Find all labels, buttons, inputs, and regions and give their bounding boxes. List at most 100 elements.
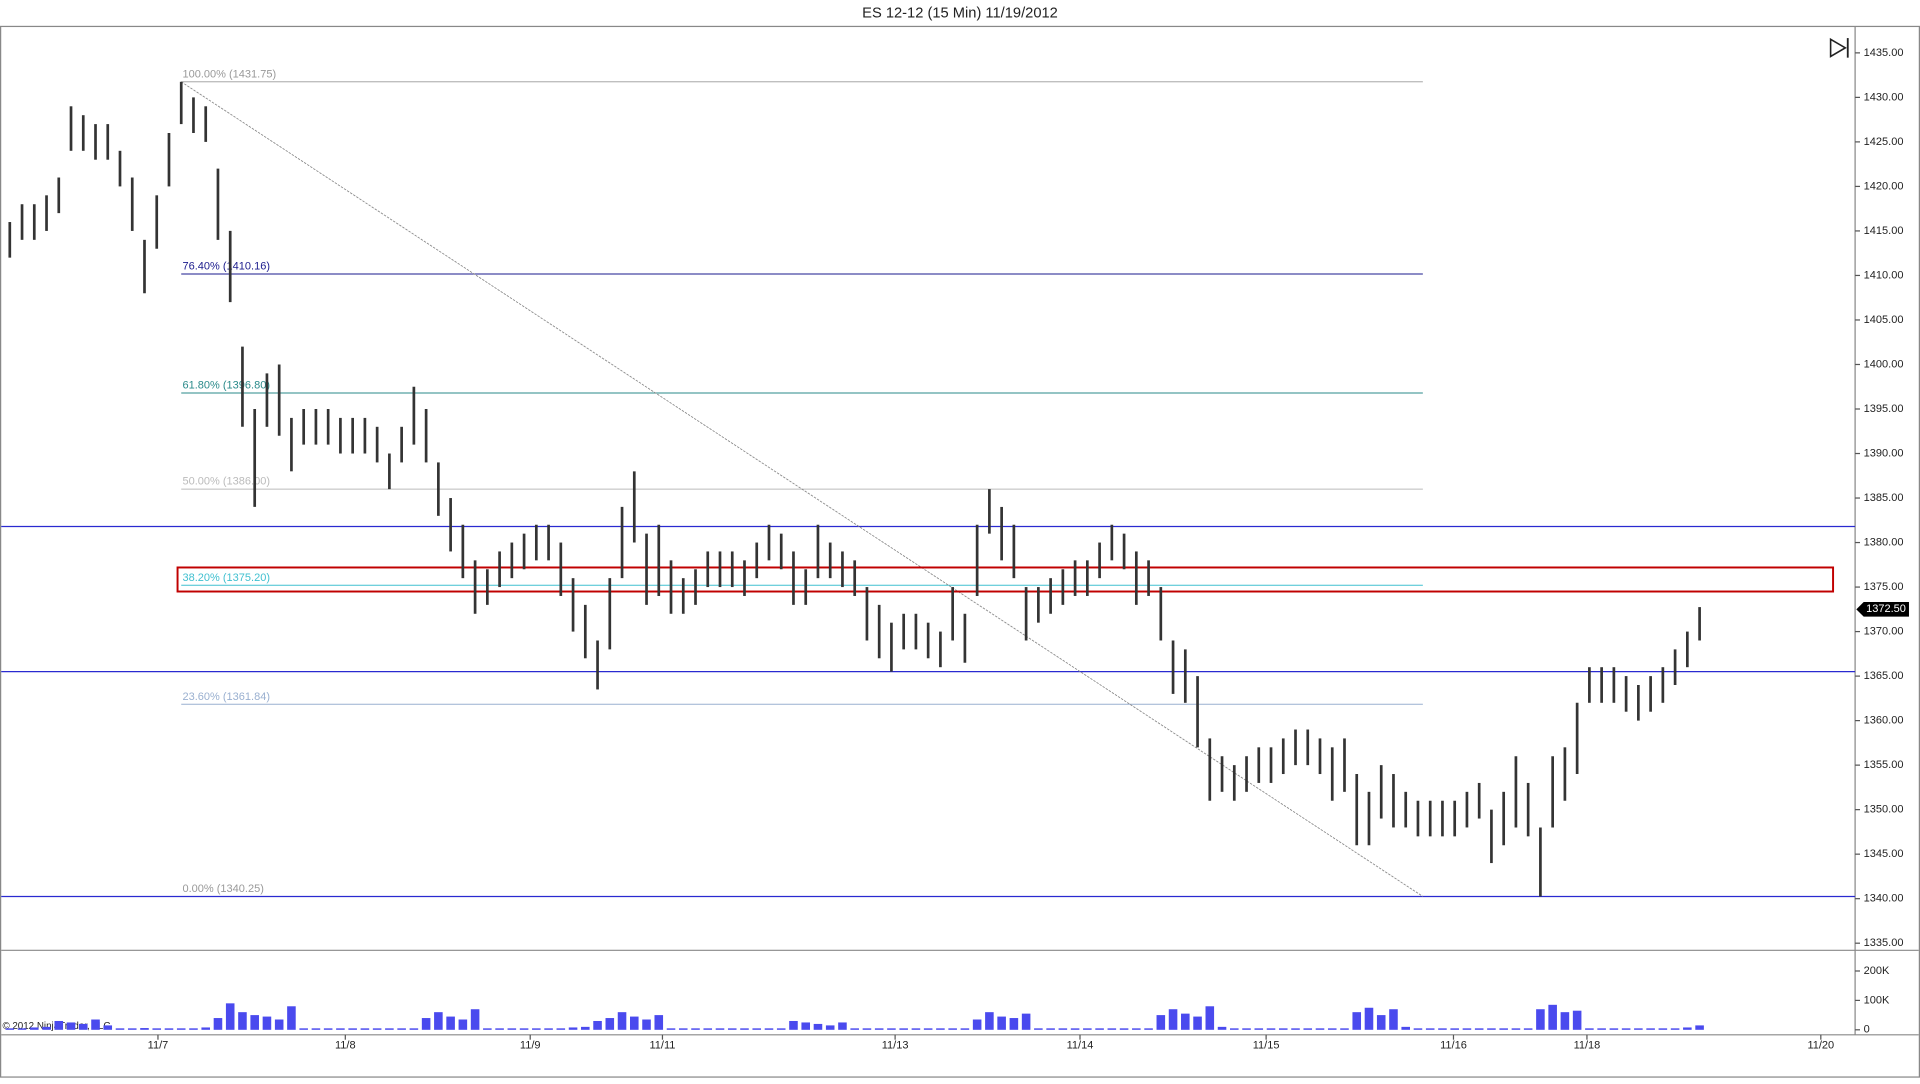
volume-bar [1352,1012,1362,1030]
zone [176,566,1835,593]
volume-bar [1034,1028,1043,1030]
last-price-marker [1856,601,1909,617]
x-tick-label: 11/20 [1807,1040,1834,1052]
volume-bar [127,1028,137,1030]
volume-bar [5,1028,15,1030]
volume-bar [1021,1013,1031,1030]
y-tick-label: 1395.00 [1864,403,1904,415]
volume-bar [1009,1018,1019,1030]
volume-bar [740,1028,749,1030]
y-tick-label: 1405.00 [1864,314,1904,326]
volume-bar [678,1028,688,1030]
volume-bar [593,1020,602,1030]
y-tick-label: 1420.00 [1864,180,1904,192]
volume-bar [458,1019,468,1030]
y-tick-label: 1355.00 [1864,759,1904,771]
trend-line [180,81,1424,897]
volume-bar [1646,1028,1655,1030]
y-tick-label: 1435.00 [1864,47,1904,59]
volume-bar [1438,1028,1447,1030]
volume-bar [1205,1006,1215,1030]
volume-bar [874,1028,884,1030]
volume-bar [691,1028,700,1030]
volume-bar [1670,1028,1680,1030]
volume-bar [630,1016,639,1030]
volume-bar [936,1028,945,1030]
x-tick-label: 11/11 [649,1040,675,1052]
volume-bar [1083,1028,1092,1030]
volume-bar [838,1022,847,1030]
volume-bar [164,1028,174,1030]
volume-bar [985,1012,994,1030]
volume-bar [1548,1004,1557,1030]
volume-bar [103,1025,113,1030]
volume-bar [776,1028,786,1030]
volume-bar [152,1028,162,1030]
volume-bar [176,1028,186,1030]
volume-bar [262,1016,272,1030]
y-tick-label: 1375.00 [1864,581,1904,593]
scroll-end-icon[interactable] [1829,37,1849,58]
volume-bar [1046,1028,1055,1030]
volume-bar [825,1025,835,1030]
volume-bar [519,1028,529,1030]
last-price-label: 1372.50 [1866,603,1906,615]
fib-label: 61.80% (1396.80) [182,380,270,392]
volume-bar [1560,1012,1570,1030]
volume-bar [213,1018,223,1030]
volume-bar [605,1018,615,1030]
volume-bar [323,1028,333,1030]
volume-bar [1303,1028,1313,1030]
volume-bar [225,1003,235,1030]
volume-bar [311,1028,321,1030]
volume-bar [703,1028,713,1030]
volume-bar [544,1028,553,1030]
volume-bar [801,1022,810,1030]
volume-tick-label: 200K [1864,965,1890,977]
volume-bar [1683,1027,1692,1030]
y-tick-label: 1340.00 [1864,893,1904,905]
fib-label: 50.00% (1386.00) [182,476,270,488]
volume-bar [654,1015,664,1030]
volume-bar [1230,1028,1239,1030]
volume-bar [385,1028,394,1030]
volume-bar [1511,1028,1521,1030]
x-tick-label: 11/13 [882,1040,909,1052]
volume-bar [1340,1028,1349,1030]
chart-title: ES 12-12 (15 Min) 11/19/2012 [862,5,1058,21]
frame [0,25,1920,1078]
volume-bar [30,1027,39,1030]
volume-bar [911,1028,921,1030]
volume-bar [764,1028,774,1030]
volume-bar [1156,1015,1166,1030]
volume-bar [1450,1028,1459,1030]
y-tick-label: 1400.00 [1864,358,1904,370]
volume-bar [642,1019,651,1030]
volume-bar [972,1019,982,1030]
volume-bar [1658,1028,1668,1030]
volume-bar [1474,1028,1484,1030]
volume-bar [1181,1013,1190,1030]
icon-triangle[interactable] [1829,37,1847,58]
volume-bar [813,1023,823,1030]
volume-bar [483,1028,492,1030]
x-tick-label: 11/7 [148,1040,169,1052]
volume-bar [1523,1028,1533,1030]
volume-bar [54,1020,64,1030]
volume-bar [1254,1028,1264,1030]
volume-bar [1132,1028,1141,1030]
y-tick-label: 1425.00 [1864,136,1904,148]
volume-bar [923,1028,933,1030]
volume-bar [1413,1028,1423,1030]
volume-bar [617,1012,627,1030]
volume-bar [434,1012,443,1030]
volume-bar [1585,1028,1594,1030]
volume-bar [727,1028,737,1030]
y-tick-label: 1370.00 [1864,625,1904,637]
volume-bar [1193,1016,1202,1030]
volume-bar [789,1020,798,1030]
volume-bar [397,1028,406,1030]
volume-bar [1364,1007,1374,1030]
volume-bar [715,1028,725,1030]
